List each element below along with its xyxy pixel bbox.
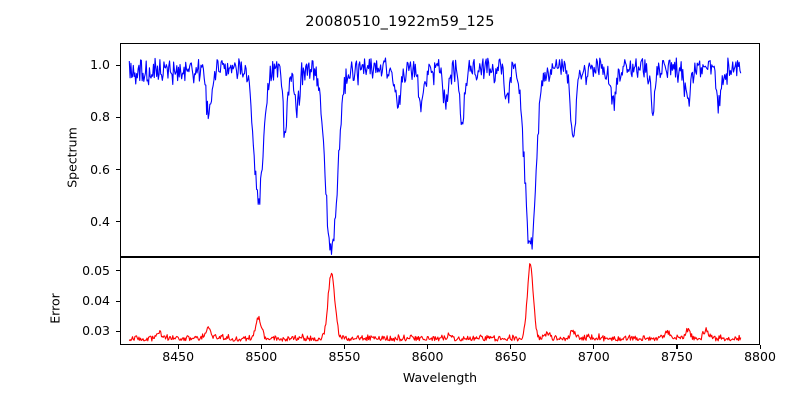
spectrum-ytick-label: 1.0 <box>90 56 110 72</box>
error-ytick-label: 0.04 <box>82 292 110 308</box>
spectrum-ytick-label: 0.8 <box>90 109 110 125</box>
error-ytick-mark <box>116 270 120 272</box>
spectrum-ytick-label: 0.6 <box>90 161 110 177</box>
xtick-label: 8650 <box>494 349 527 364</box>
spectrum-ytick-mark <box>116 169 120 171</box>
xtick-label: 8450 <box>162 349 195 364</box>
spectrum-line <box>128 57 742 255</box>
xtick-label: 8800 <box>744 349 776 364</box>
xtick-mark <box>343 345 346 349</box>
xtick-mark <box>177 345 179 349</box>
x-axis-label: Wavelength <box>402 370 478 385</box>
spectrum-plot-area <box>128 57 742 255</box>
error-ytick-label: 0.03 <box>82 323 110 339</box>
spectrum-ytick-mark <box>116 221 120 223</box>
xtick-mark <box>260 345 262 349</box>
xtick-mark <box>759 345 761 349</box>
xtick-mark <box>593 345 595 349</box>
error-plot-area <box>128 263 742 342</box>
xtick-mark <box>510 345 512 349</box>
spectrum-ytick-mark <box>116 64 120 66</box>
error-line <box>128 263 742 342</box>
xtick-mark <box>427 345 429 349</box>
error-ytick-mark <box>116 300 120 302</box>
spectrum-ytick-mark <box>116 116 120 119</box>
error-panel <box>120 257 760 345</box>
plot-title: 20080510_1922m59_125 <box>305 14 495 30</box>
error-ytick-label: 0.05 <box>82 262 110 278</box>
xtick-label: 8600 <box>411 349 444 364</box>
xtick-mark <box>676 345 678 349</box>
xtick-label: 8700 <box>577 349 610 364</box>
xtick-label: 8750 <box>660 349 693 364</box>
spectrum-y-axis-label: Spectrum <box>64 127 80 188</box>
spectrum-panel <box>120 43 760 257</box>
error-ytick-mark <box>116 330 120 332</box>
spectrum-ytick-label: 0.4 <box>90 213 110 229</box>
xtick-label: 8500 <box>245 349 278 364</box>
xtick-label: 8550 <box>328 349 361 364</box>
